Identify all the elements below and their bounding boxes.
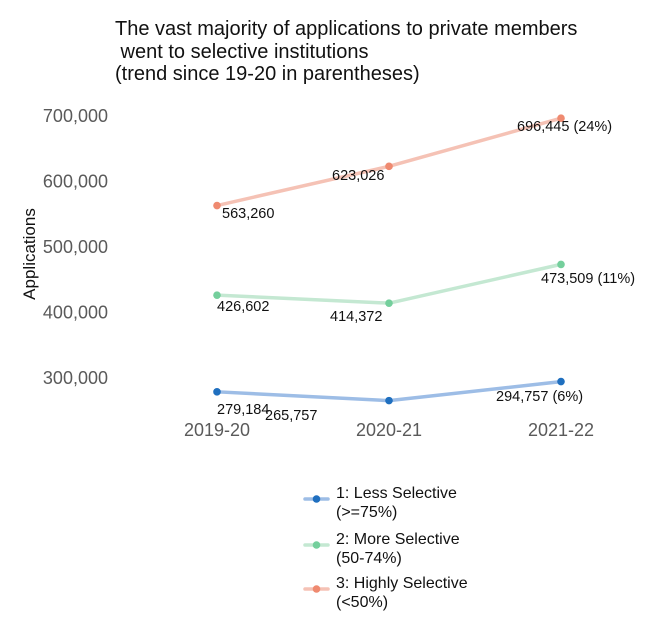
legend-entry-text: 2: More Selective [336,531,460,548]
legend-key-point [312,585,321,593]
data-point [213,388,221,396]
y-tick-label: 300,000 [43,368,108,388]
x-tick-label: 2020-21 [356,420,422,440]
legend-entry-text: (<50%) [336,594,388,611]
data-label: 473,509 (11%) [541,271,635,287]
legend-entry-text: (50-74%) [336,550,402,567]
series-line [215,262,563,305]
data-point [213,291,221,299]
y-tick-label: 700,000 [43,106,108,126]
x-axis-ticks: 2019-20 2020-21 2021-22 [184,420,594,440]
x-tick-label: 2019-20 [184,420,250,440]
data-point [557,260,565,269]
series-lines [215,116,563,403]
data-label: 414,372 [330,309,382,325]
data-point [385,299,393,307]
legend-key-point [312,541,321,549]
legend-key-point [312,495,321,503]
series-line [215,116,563,208]
x-tick-label: 2021-22 [528,420,594,440]
data-label: 563,260 [222,206,274,222]
data-label: 623,026 [332,168,384,184]
y-axis-ticks: 300,000 400,000 500,000 600,000 700,000 [43,106,108,388]
legend-entry-text: 3: Highly Selective [336,575,468,592]
data-point [557,114,565,122]
title-line: (trend since 19-20 in parentheses) [115,63,420,85]
legend-entry-text: (>=75%) [336,504,397,521]
legend: 1: Less Selective (>=75%) 2: More Selectiv… [303,485,468,611]
data-point [213,201,221,210]
data-label: 426,602 [217,299,269,315]
title-line: went to selective institutions [115,41,368,63]
title-line: The vast majority of applications to pri… [115,18,577,40]
y-tick-label: 500,000 [43,237,108,257]
y-tick-label: 400,000 [43,303,108,323]
data-label: 279,184 [217,402,269,418]
data-point [557,377,565,386]
data-label: 294,757 (6%) [496,389,583,405]
data-label: 696,445 (24%) [517,119,612,135]
chart-title: The vast majority of applications to pri… [115,18,577,85]
y-axis-title: Applications [20,208,39,300]
data-point [385,396,393,405]
data-label: 265,757 [265,408,317,424]
legend-entry-text: 1: Less Selective [336,485,457,502]
series-points [213,114,565,405]
data-point [385,162,393,171]
y-tick-label: 600,000 [43,171,108,191]
